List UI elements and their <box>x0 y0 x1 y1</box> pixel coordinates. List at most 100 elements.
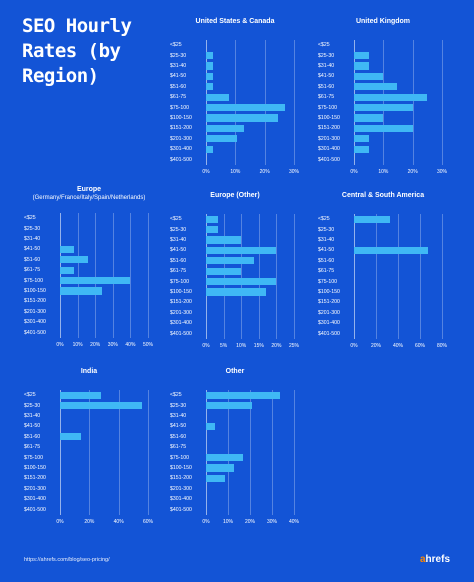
category-label: $25-30 <box>170 226 187 233</box>
category-label: $151-200 <box>318 299 340 306</box>
x-tick-label: 0% <box>202 342 210 349</box>
x-tick-label: 0% <box>56 518 64 525</box>
bar <box>206 257 254 265</box>
bar <box>206 124 245 132</box>
bar <box>60 277 131 285</box>
x-tick-label: 30% <box>288 168 300 175</box>
category-label: $31-40 <box>24 413 41 419</box>
category-label: $51-60 <box>170 257 187 264</box>
category-label: $75-100 <box>170 278 190 285</box>
gridline <box>264 40 266 165</box>
plot-area <box>354 214 443 339</box>
category-label: $401-500 <box>170 156 192 163</box>
gridline <box>276 214 278 339</box>
category-label: $75-100 <box>170 104 190 111</box>
category-label: $301-400 <box>170 320 192 327</box>
category-label: $61-75 <box>170 268 187 275</box>
category-label: $301-400 <box>24 319 46 326</box>
category-label: $201-300 <box>24 485 46 492</box>
x-tick-label: 10% <box>236 342 247 349</box>
category-label: $75-100 <box>318 104 338 111</box>
gridline <box>294 40 295 165</box>
x-tick-label: 80% <box>436 342 448 349</box>
category-label: $151-200 <box>170 299 192 306</box>
category-label: $201-300 <box>170 309 192 316</box>
x-tick-label: 40% <box>113 518 124 525</box>
category-label: $41-50 <box>170 247 187 254</box>
bar <box>354 83 397 91</box>
gridline <box>228 390 229 515</box>
category-label: <$25 <box>24 215 36 222</box>
bar <box>60 391 102 399</box>
plot-area <box>60 390 149 515</box>
bar <box>206 236 242 244</box>
category-label: <$25 <box>318 42 330 49</box>
y-axis-line <box>60 213 61 338</box>
x-tick-label: 10% <box>378 168 389 175</box>
category-label: $31-40 <box>318 63 335 69</box>
plot-area <box>354 40 443 165</box>
category-label: $100-150 <box>24 288 46 294</box>
bar <box>60 402 143 410</box>
category-label: <$25 <box>170 392 182 399</box>
category-label: $100-150 <box>170 115 192 121</box>
category-label: $100-150 <box>318 115 340 121</box>
category-label: $25-30 <box>24 225 41 232</box>
category-label: $201-300 <box>318 309 340 316</box>
category-label: $51-60 <box>170 433 187 440</box>
category-label: $401-500 <box>170 506 192 513</box>
category-label: $100-150 <box>170 465 192 471</box>
y-axis-line <box>354 214 355 339</box>
x-tick-label: 40% <box>392 342 404 349</box>
category-label: $25-30 <box>318 52 335 59</box>
bar <box>60 433 81 441</box>
bar <box>206 288 266 296</box>
category-label: $100-150 <box>318 289 340 295</box>
x-tick-label: 0% <box>350 342 358 349</box>
category-label: $201-300 <box>170 485 192 492</box>
category-label: $151-200 <box>24 475 46 482</box>
bar <box>354 114 384 122</box>
category-label: $61-75 <box>170 94 187 101</box>
gridline <box>148 213 149 338</box>
bar-chart: Other 0% 10% 20% 30% 40% <$25 $25-30 $31-40 $41-5… <box>170 368 300 538</box>
x-tick-label: 20% <box>90 341 101 348</box>
category-label: $61-75 <box>318 268 335 275</box>
bar <box>354 62 369 70</box>
category-label: $25-30 <box>318 226 335 233</box>
chart-title: Central & South America <box>341 192 425 199</box>
bar <box>206 402 253 410</box>
category-label: $401-500 <box>318 156 340 163</box>
category-label: $41-50 <box>170 73 187 80</box>
bar <box>354 104 413 112</box>
category-label: $61-75 <box>24 444 41 451</box>
gridline <box>294 390 295 515</box>
x-tick-label: 20% <box>259 168 270 175</box>
category-label: $61-75 <box>170 444 187 451</box>
bar <box>60 266 75 274</box>
y-axis-line <box>206 214 207 339</box>
x-tick-label: 0% <box>202 518 210 525</box>
bar-chart: United Kingdom 0% 10% 20% 30% <$25 $25-30 $31-4… <box>318 18 448 188</box>
category-label: $31-40 <box>170 63 187 69</box>
x-tick-label: 60% <box>414 342 426 349</box>
x-tick-label: 60% <box>142 518 154 525</box>
x-tick-label: 15% <box>253 342 264 349</box>
gridline <box>442 214 443 339</box>
category-label: $301-400 <box>24 496 46 503</box>
category-label: $31-40 <box>170 237 187 243</box>
gridline <box>241 214 243 339</box>
logo-accent: a <box>419 554 426 565</box>
x-tick-label: 0% <box>202 168 210 175</box>
x-tick-label: 0% <box>56 341 64 348</box>
gridline <box>112 213 114 338</box>
gridline <box>442 40 443 165</box>
bar <box>354 52 369 60</box>
category-label: $41-50 <box>318 73 335 80</box>
source-url[interactable]: https://ahrefs.com/blog/seo-pricing/ <box>24 557 110 563</box>
gridline <box>383 40 385 165</box>
x-tick-label: 25% <box>288 342 300 349</box>
gridline <box>258 214 260 339</box>
category-label: $75-100 <box>170 454 190 461</box>
